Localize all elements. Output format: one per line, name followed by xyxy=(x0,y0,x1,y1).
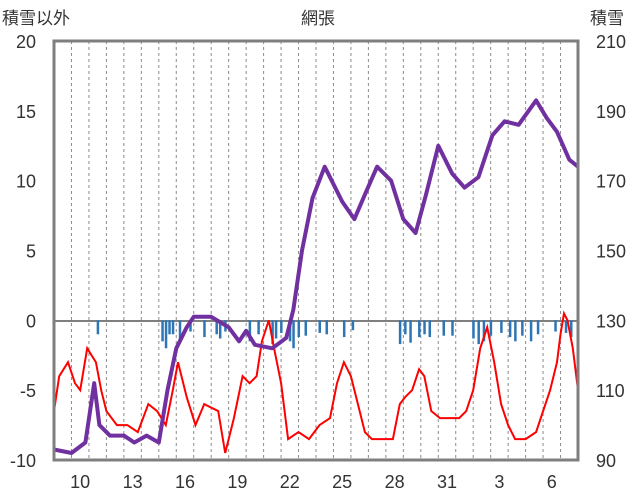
precipitation-bar xyxy=(472,320,475,339)
precipitation-bar xyxy=(500,320,503,333)
precipitation-bar xyxy=(325,320,328,335)
x-tick-label: 13 xyxy=(123,472,143,492)
precipitation-bar xyxy=(203,320,206,338)
precipitation-bar xyxy=(218,320,222,339)
precipitation-bar xyxy=(529,320,533,342)
left-tick-label: -5 xyxy=(20,381,36,401)
precipitation-bar xyxy=(418,320,421,338)
x-tick-label: 10 xyxy=(70,472,90,492)
precipitation-bar xyxy=(215,320,218,335)
precipitation-bars xyxy=(96,320,573,349)
chart-title: 網張 xyxy=(301,9,335,29)
right-tick-label: 110 xyxy=(596,381,625,401)
precipitation-bar xyxy=(171,320,175,335)
precipitation-bar xyxy=(280,320,283,333)
x-tick-label: 3 xyxy=(494,472,504,492)
left-tick-label: 0 xyxy=(26,311,36,331)
precipitation-bar xyxy=(161,320,164,342)
precipitation-bar xyxy=(318,320,321,333)
precipitation-bar xyxy=(442,320,446,336)
red-series-line xyxy=(53,310,579,454)
day-gridlines xyxy=(70,41,562,460)
precipitation-bar xyxy=(514,320,517,342)
x-tick-label: 28 xyxy=(385,472,405,492)
left-tick-label: -10 xyxy=(10,451,36,471)
precipitation-bar xyxy=(274,320,278,339)
precipitation-bar xyxy=(398,320,402,345)
precipitation-bar xyxy=(570,320,573,338)
x-tick-label: 19 xyxy=(227,472,247,492)
precipitation-bar xyxy=(342,320,346,338)
left-tick-label: 5 xyxy=(26,242,36,262)
right-axis-title: 積雪 xyxy=(590,9,624,29)
precipitation-bar xyxy=(304,320,308,336)
x-tick-labels: 10 13 16 19 22 25 28 31 3 6 xyxy=(70,472,557,492)
precipitation-bar xyxy=(477,320,480,345)
right-tick-label: 170 xyxy=(596,172,626,192)
precipitation-bar xyxy=(292,320,295,349)
precipitation-bar xyxy=(451,320,454,336)
left-tick-label: 10 xyxy=(16,172,36,192)
right-tick-label: 190 xyxy=(596,102,626,122)
precipitation-bar xyxy=(428,320,432,338)
precipitation-bar xyxy=(508,320,512,338)
precipitation-bar xyxy=(536,320,540,335)
precipitation-bar xyxy=(409,320,412,343)
precipitation-bar xyxy=(521,320,524,336)
precipitation-bar xyxy=(423,320,426,335)
right-tick-label: 150 xyxy=(596,242,626,262)
x-tick-label: 6 xyxy=(547,472,557,492)
precipitation-bar xyxy=(271,320,274,345)
precipitation-bar xyxy=(404,320,407,335)
right-tick-labels: 210 190 170 150 130 110 90 xyxy=(596,32,626,471)
plot-frame xyxy=(52,39,580,462)
right-tick-label: 130 xyxy=(596,311,626,331)
left-tick-label: 20 xyxy=(16,32,36,52)
precipitation-bar xyxy=(351,320,355,331)
purple-series-line xyxy=(53,98,580,455)
precipitation-bar xyxy=(189,320,192,332)
precipitation-bar xyxy=(554,320,557,332)
x-tick-label: 22 xyxy=(280,472,300,492)
precipitation-bar xyxy=(164,320,168,349)
x-tick-label: 25 xyxy=(332,472,352,492)
precipitation-bar xyxy=(489,320,493,336)
precipitation-bar xyxy=(257,320,260,335)
left-axis-title: 積雪以外 xyxy=(2,9,70,29)
x-tick-label: 31 xyxy=(437,472,457,492)
precipitation-bar xyxy=(564,320,568,333)
precipitation-bar xyxy=(96,320,100,335)
left-tick-label: 15 xyxy=(16,102,36,122)
left-tick-labels: 20 15 10 5 0 -5 -10 xyxy=(10,32,36,471)
precipitation-bar xyxy=(168,320,171,335)
precipitation-bar xyxy=(178,320,182,342)
right-tick-label: 210 xyxy=(596,32,626,52)
right-tick-label: 90 xyxy=(596,451,616,471)
precipitation-bar xyxy=(482,320,486,342)
precipitation-bar xyxy=(248,320,252,342)
precipitation-bar xyxy=(297,320,301,338)
x-tick-label: 16 xyxy=(175,472,195,492)
